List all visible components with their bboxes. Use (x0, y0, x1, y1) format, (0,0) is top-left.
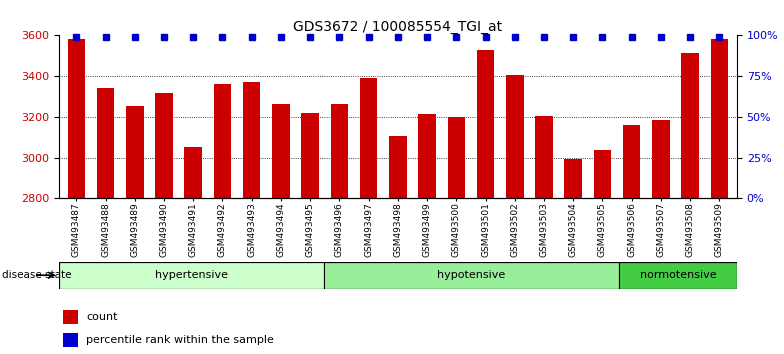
Bar (623, 125, 641, 354)
Text: normotensive: normotensive (640, 270, 717, 280)
Bar (126, 105, 143, 354)
Bar (243, 82, 260, 354)
Bar (59, 262, 324, 289)
Bar (652, 120, 670, 354)
Bar (535, 116, 553, 354)
Text: disease state: disease state (2, 270, 71, 280)
Bar (96, 88, 114, 354)
Bar (477, 50, 495, 354)
Bar (67, 39, 85, 354)
Bar (214, 84, 231, 354)
Text: count: count (86, 312, 118, 322)
Bar (360, 78, 377, 354)
Bar (419, 114, 436, 354)
Bar (63, 333, 78, 347)
Bar (593, 150, 612, 354)
Bar (564, 159, 582, 354)
Text: hypertensive: hypertensive (155, 270, 228, 280)
Bar (619, 262, 737, 289)
Title: GDS3672 / 100085554_TGI_at: GDS3672 / 100085554_TGI_at (293, 21, 503, 34)
Text: percentile rank within the sample: percentile rank within the sample (86, 335, 274, 345)
Bar (506, 75, 524, 354)
Text: hypotensive: hypotensive (437, 270, 506, 280)
Bar (324, 262, 619, 289)
Bar (681, 53, 699, 354)
Bar (63, 310, 78, 324)
Bar (448, 117, 465, 354)
Bar (184, 147, 202, 354)
Bar (155, 93, 172, 354)
Bar (710, 39, 728, 354)
Bar (301, 113, 319, 354)
Bar (389, 136, 407, 354)
Bar (331, 104, 348, 354)
Bar (272, 104, 290, 354)
